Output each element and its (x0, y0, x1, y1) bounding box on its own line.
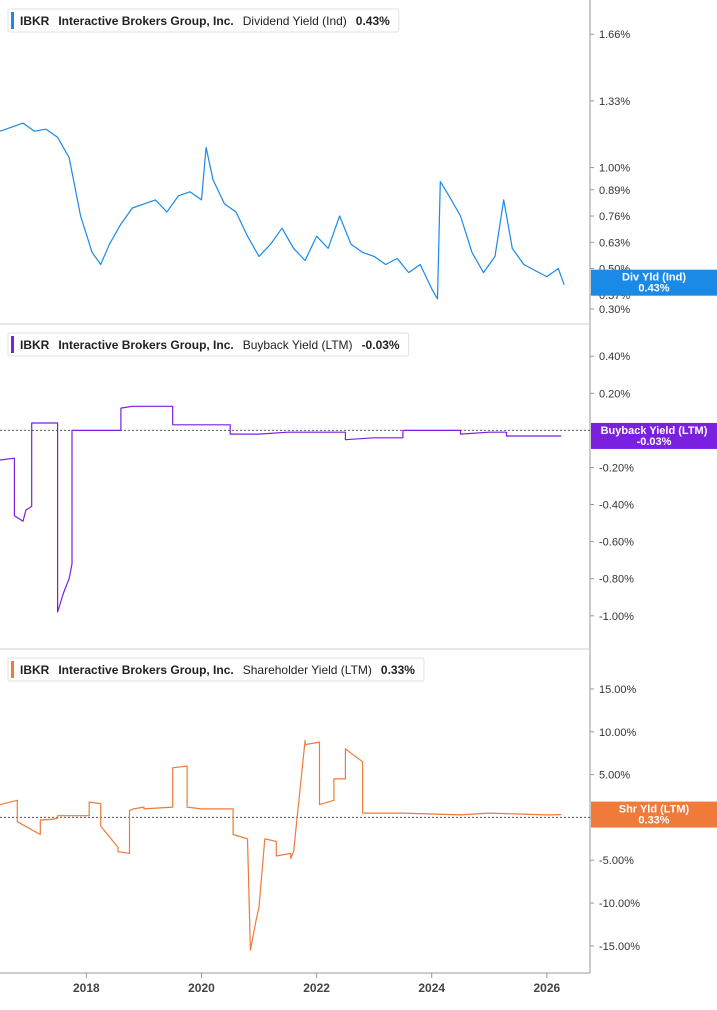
current-value-tag-name: Shr Yld (LTM) (619, 804, 690, 816)
y-tick-label: -0.80% (599, 574, 634, 586)
y-tick-label: 0.76% (599, 211, 630, 223)
y-tick-label: 0.20% (599, 388, 630, 400)
legend-value: -0.03% (362, 338, 400, 352)
legend-metric: Dividend Yield (Ind) (243, 14, 347, 28)
y-tick-label: -5.00% (599, 855, 634, 867)
y-tick-label: 0.30% (599, 304, 630, 316)
x-tick-label: 2026 (533, 981, 560, 995)
y-tick-label: 10.00% (599, 727, 637, 739)
y-tick-label: -0.60% (599, 537, 634, 549)
legend-ticker: IBKR (20, 663, 50, 677)
y-tick-label: 0.89% (599, 185, 630, 197)
series-line (0, 739, 562, 951)
y-tick-label: 15.00% (599, 684, 637, 696)
legend-box (7, 8, 400, 33)
legend-color-swatch (11, 661, 14, 678)
y-tick-label: 0.40% (599, 351, 630, 363)
legend-box (7, 657, 425, 682)
current-value-tag (591, 269, 717, 296)
legend-color-swatch (11, 12, 14, 29)
y-tick-label: 0.63% (599, 237, 630, 249)
y-tick-label: 1.33% (599, 96, 630, 108)
legend-company: Interactive Brokers Group, Inc. (58, 14, 233, 28)
current-value-tag-value: -0.03% (637, 436, 672, 448)
legend-box (7, 332, 410, 357)
legend-value: 0.43% (356, 14, 390, 28)
current-value-tag-value: 0.33% (638, 815, 669, 827)
legend-ticker: IBKR (20, 14, 50, 28)
legend-metric: Shareholder Yield (LTM) (243, 663, 372, 677)
legend-metric: Buyback Yield (LTM) (243, 338, 353, 352)
x-tick-label: 2020 (188, 981, 215, 995)
x-tick-label: 2018 (73, 981, 100, 995)
current-value-tag (591, 801, 717, 828)
y-tick-label: -0.20% (599, 462, 634, 474)
legend-company: Interactive Brokers Group, Inc. (58, 338, 233, 352)
x-tick-label: 2024 (418, 981, 445, 995)
y-tick-label: 1.66% (599, 29, 630, 41)
y-tick-label: 1.00% (599, 163, 630, 175)
y-tick-label: -0.40% (599, 500, 634, 512)
x-tick-label: 2022 (303, 981, 330, 995)
current-value-tag (591, 422, 717, 449)
current-value-tag-value: 0.43% (638, 283, 669, 295)
legend-value: 0.33% (381, 663, 415, 677)
series-line (0, 122, 565, 300)
series-line (0, 405, 562, 613)
y-tick-label: -1.00% (599, 611, 634, 623)
legend-company: Interactive Brokers Group, Inc. (58, 663, 233, 677)
legend-ticker: IBKR (20, 338, 50, 352)
y-tick-label: -15.00% (599, 941, 640, 953)
current-value-tag-name: Buyback Yield (LTM) (601, 425, 708, 437)
legend-color-swatch (11, 336, 14, 353)
y-tick-label: -10.00% (599, 898, 640, 910)
y-tick-label: 5.00% (599, 770, 630, 782)
current-value-tag-name: Div Yld (Ind) (622, 272, 686, 284)
